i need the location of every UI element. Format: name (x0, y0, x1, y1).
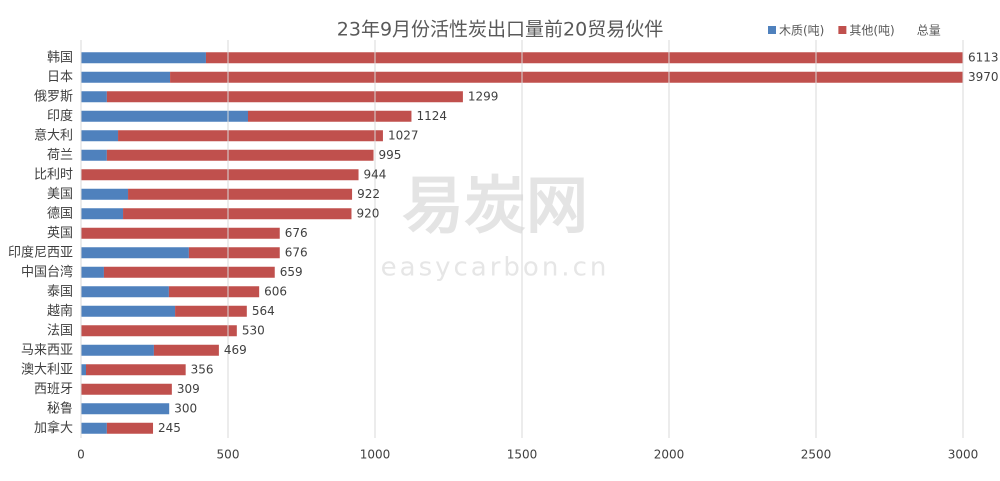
data-label: 1124 (416, 109, 447, 123)
bar-segment (106, 91, 463, 103)
bar-segment (81, 344, 154, 356)
x-tick-label: 2000 (654, 448, 685, 462)
y-tick-label: 美国 (47, 187, 73, 202)
bar-segment (103, 266, 275, 278)
data-label: 309 (177, 382, 200, 396)
data-label: 1299 (468, 89, 499, 103)
bar-segment (123, 208, 352, 220)
legend-label: 其他(吨) (849, 24, 894, 38)
y-tick-label: 马来西亚 (21, 343, 73, 358)
y-tick-label: 韩国 (47, 50, 73, 65)
bar-segment (205, 52, 963, 64)
data-label: 356 (191, 362, 214, 376)
bar-segment (81, 52, 206, 64)
bar-segment (81, 305, 176, 317)
bar-segment (81, 110, 248, 122)
y-tick-label: 比利时 (34, 167, 73, 182)
legend-swatch (768, 26, 776, 34)
bar-segment (81, 169, 359, 181)
x-tick-label: 2500 (801, 448, 832, 462)
data-label: 245 (158, 421, 181, 435)
bar-segment (81, 149, 107, 161)
legend-label: 木质(吨) (779, 24, 824, 38)
data-label: 659 (280, 265, 303, 279)
bar-segment (81, 71, 171, 83)
bar-segment (170, 71, 963, 83)
bar-segment (81, 188, 129, 200)
data-label: 3970 (968, 70, 999, 84)
bar-segment (81, 286, 169, 298)
y-tick-label: 印度 (47, 108, 73, 124)
watermark: 易炭网 (402, 169, 588, 242)
bar-segment (85, 364, 186, 376)
bar-segment (81, 325, 237, 337)
bar-segment (81, 227, 280, 239)
bar-segment (153, 344, 219, 356)
x-tick-label: 500 (217, 448, 240, 462)
bar-segment (168, 286, 260, 298)
bar-segment (128, 188, 353, 200)
legend-label: 总量 (917, 24, 941, 38)
bar-segment (81, 130, 119, 142)
legend-swatch (838, 26, 847, 34)
data-label: 6113 (968, 50, 999, 64)
data-label: 676 (285, 226, 308, 240)
bar-segment (106, 422, 154, 434)
bar-segment (81, 422, 107, 434)
y-tick-label: 德国 (47, 206, 73, 221)
bar-segment (81, 364, 86, 376)
watermark: easycarbon.cn (381, 253, 610, 283)
bar-segment (247, 110, 412, 122)
y-tick-label: 法国 (47, 323, 73, 338)
data-label: 676 (285, 245, 308, 259)
data-label: 922 (357, 187, 380, 201)
y-tick-label: 秘鲁 (47, 401, 73, 416)
x-tick-label: 0 (77, 448, 85, 462)
y-tick-label: 泰国 (47, 284, 73, 299)
y-tick-label: 加拿大 (34, 420, 73, 436)
x-tick-label: 1500 (507, 448, 538, 462)
data-label: 530 (242, 323, 265, 337)
bar-segment (81, 247, 189, 259)
y-tick-label: 中国台湾 (21, 264, 73, 280)
y-tick-label: 日本 (47, 70, 73, 85)
y-tick-label: 越南 (47, 303, 73, 319)
bar-segment (81, 91, 107, 103)
data-label: 944 (364, 167, 387, 181)
data-label: 1027 (388, 128, 419, 142)
data-label: 469 (224, 343, 247, 357)
bar-segment (81, 383, 172, 395)
chart-title: 23年9月份活性炭出口量前20贸易伙伴 (337, 19, 663, 41)
bar-segment (106, 149, 374, 161)
x-tick-label: 1000 (360, 448, 391, 462)
plot (81, 52, 963, 434)
y-tick-label: 俄罗斯 (34, 89, 73, 104)
y-tick-label: 英国 (47, 226, 73, 241)
data-label: 995 (379, 148, 402, 162)
bar-segment (188, 247, 280, 259)
y-tick-label: 意大利 (34, 127, 73, 143)
y-tick-label: 印度尼西亚 (8, 244, 73, 260)
bar-segment (175, 305, 247, 317)
data-label: 606 (264, 284, 287, 298)
y-tick-label: 荷兰 (47, 148, 73, 163)
data-label: 300 (174, 401, 197, 415)
data-label: 920 (356, 206, 379, 220)
bar-segment (118, 130, 383, 142)
y-tick-label: 西班牙 (34, 382, 73, 397)
bar-segment (81, 403, 170, 415)
bar-segment (81, 266, 104, 278)
bar-segment (81, 208, 124, 220)
data-label: 564 (252, 304, 275, 318)
y-tick-label: 澳大利亚 (21, 361, 73, 377)
x-tick-label: 3000 (948, 448, 979, 462)
